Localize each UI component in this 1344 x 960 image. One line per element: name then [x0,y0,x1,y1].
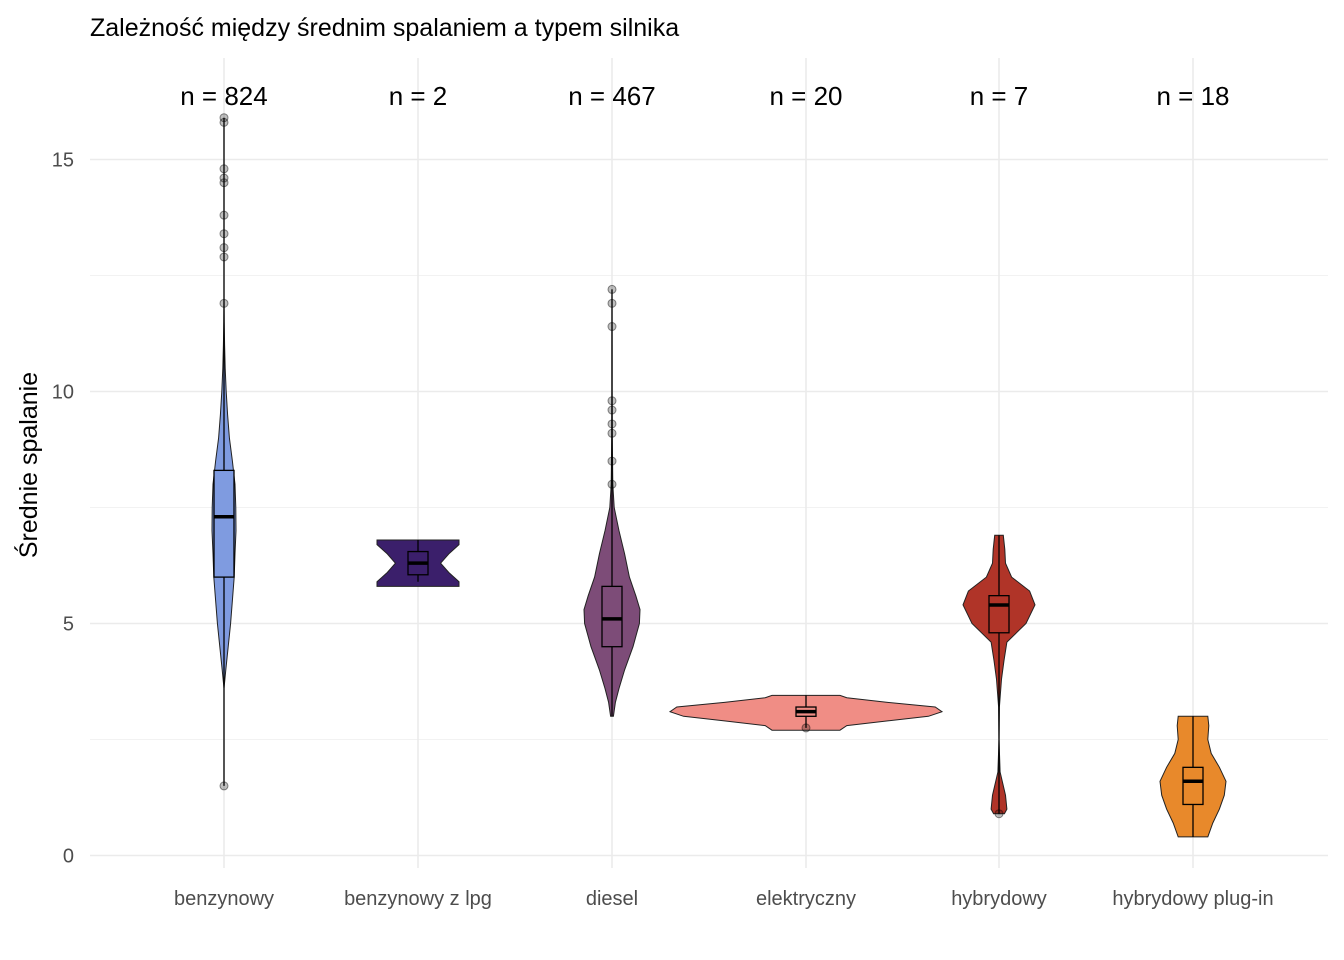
x-tick-label: hybrydowy plug-in [1112,888,1273,910]
x-tick-label: benzynowy z lpg [344,888,492,910]
outlier-point [219,113,229,123]
outlier-point [219,210,229,220]
y-axis-label: Średnie spalanie [13,372,43,558]
violin-group [376,539,460,587]
outlier-point [219,243,229,253]
chart-title: Zależność między średnim spalaniem a typ… [90,14,679,42]
box [213,469,235,578]
violin-group [583,284,641,717]
outlier-point [219,229,229,239]
violins [211,113,1227,838]
box [601,585,623,648]
outlier-point [994,809,1004,819]
count-label: n = 2 [389,81,448,111]
box [988,595,1010,634]
outlier-point [219,252,229,262]
outlier-point [219,781,229,791]
outlier-point [607,298,617,308]
outlier-point [607,479,617,489]
outlier-point [219,117,229,127]
count-label: n = 824 [180,81,267,111]
outlier-point [607,419,617,429]
outlier-point [219,178,229,188]
outlier-point [219,298,229,308]
outlier-point [607,456,617,466]
violin-group [962,534,1036,819]
y-tick-label: 0 [63,846,74,868]
x-tick-label: benzynowy [174,888,274,910]
count-label: n = 20 [769,81,842,111]
outlier-point [801,723,811,733]
box [1182,766,1204,806]
count-label: n = 18 [1156,81,1229,111]
violin-group [1159,715,1227,838]
count-label: n = 7 [970,81,1029,111]
count-label: n = 467 [568,81,655,111]
y-tick-label: 15 [52,150,74,172]
x-tick-label: diesel [586,888,638,910]
outlier-point [607,405,617,415]
outlier-point [219,164,229,174]
outlier-point [219,173,229,183]
grid [90,58,1328,868]
outlier-point [607,322,617,332]
violin-group [211,113,237,791]
outlier-point [607,284,617,294]
violin-group [668,694,944,733]
x-tick-label: hybrydowy [951,888,1047,910]
y-tick-label: 10 [52,382,74,404]
outlier-point [607,396,617,406]
x-tick-label: elektryczny [756,888,856,910]
outlier-point [607,428,617,438]
y-tick-label: 5 [63,614,74,636]
axis-labels: 0 5 10 15 benzynowy n = 824 benzynowy z lpg n =… [52,81,1274,910]
